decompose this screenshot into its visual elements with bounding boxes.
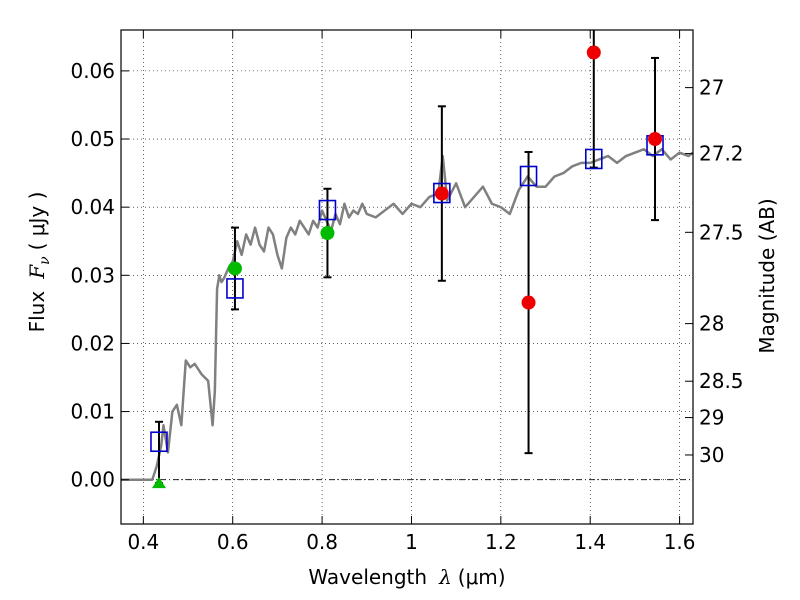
- y2-tick-label: 27.5: [699, 220, 744, 244]
- plot-frame: [120, 29, 694, 525]
- y2-tick-label: 28: [699, 312, 724, 336]
- y2-ticks: 27 27.2 27.5 28 28.5 29 30: [685, 76, 744, 467]
- model-square: [584, 148, 603, 170]
- green-point: [320, 226, 335, 241]
- y-axis-unit: ( μJy ): [25, 192, 49, 251]
- y-axis-symbol-sub: ν: [37, 256, 53, 265]
- x-axis-unit: (μm): [458, 565, 506, 589]
- plot-background: [121, 30, 693, 524]
- x-tick-label: 0.8: [306, 530, 338, 554]
- y-tick-label: 0.06: [70, 59, 115, 83]
- y2-tick-label: 28.5: [699, 369, 744, 393]
- y2-tick-label: 27.2: [699, 142, 744, 166]
- y-tick-label: 0.03: [70, 263, 115, 287]
- x-axis-title: Wavelength λ (μm): [308, 565, 505, 589]
- red-point: [434, 186, 449, 201]
- markers: [150, 45, 664, 489]
- x-ticks: 0.4 0.6 0.8 1 1.2 1.4 1.6: [127, 30, 696, 554]
- y-axis-title: Flux Fν ( μJy ): [25, 192, 53, 333]
- y-ticks: 0.00 0.01 0.02 0.03 0.04 0.05 0.06: [70, 59, 129, 492]
- y-axis-label: Flux: [25, 291, 49, 333]
- y2-axis-title: Magnitude (AB): [755, 198, 779, 353]
- model-square: [150, 431, 168, 453]
- green-point: [227, 261, 242, 276]
- x-tick-label: 1.4: [574, 530, 606, 554]
- y-tick-label: 0.00: [70, 468, 115, 492]
- x-tick-label: 0.6: [217, 530, 249, 554]
- model-square: [226, 278, 244, 299]
- y-axis-symbol: F: [25, 264, 49, 280]
- y2-tick-label: 30: [699, 443, 724, 467]
- y-tick-label: 0.05: [70, 127, 115, 151]
- model-square: [433, 182, 451, 204]
- model-square: [318, 199, 337, 221]
- y-tick-label: 0.01: [70, 400, 115, 424]
- x-axis-symbol: λ: [438, 565, 452, 589]
- red-point: [648, 132, 663, 147]
- y-tick-label: 0.02: [70, 331, 115, 355]
- y-tick-label: 0.04: [70, 195, 115, 219]
- x-tick-label: 1.2: [485, 530, 517, 554]
- x-tick-label: 0.4: [127, 530, 159, 554]
- y2-tick-label: 29: [699, 406, 724, 430]
- x-tick-label: 1.6: [664, 530, 696, 554]
- model-square: [519, 165, 538, 187]
- green-triangle: [151, 477, 166, 489]
- red-point: [521, 295, 536, 310]
- red-point: [586, 45, 601, 60]
- y2-tick-label: 27: [699, 76, 724, 100]
- grid: [121, 30, 693, 524]
- x-tick-label: 1: [405, 530, 418, 554]
- x-axis-label: Wavelength: [308, 565, 427, 589]
